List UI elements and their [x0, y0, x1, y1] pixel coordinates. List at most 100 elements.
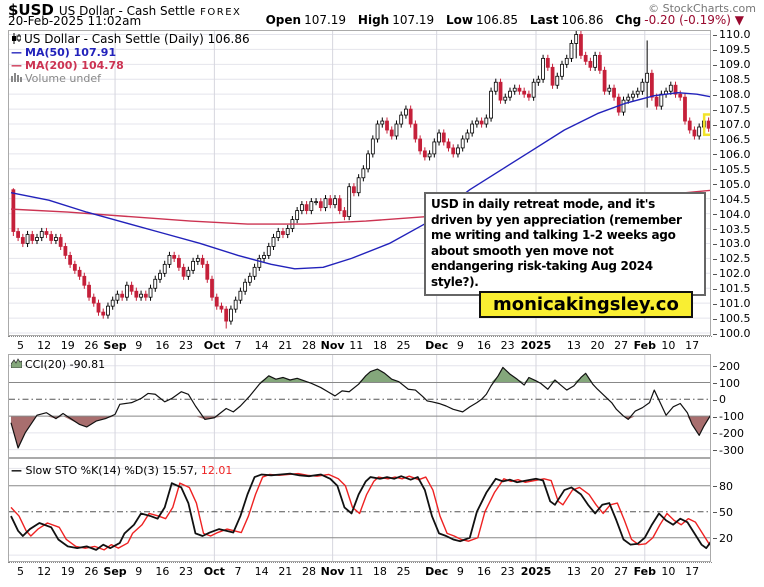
sto-legend-label: Slow STO %K(14) %D(3) 15.57,: [25, 464, 198, 477]
y-tick-label: 101.0: [713, 297, 751, 310]
y-tick-label: 105.5: [713, 163, 751, 176]
x-axis-label: 26: [84, 565, 99, 578]
x-axis-label: Dec: [425, 565, 449, 578]
y-tick-label: 200: [713, 360, 740, 373]
chg-label: Chg: [615, 13, 642, 27]
x-axis-label: 17: [685, 339, 700, 352]
chart-title: $USD US Dollar - Cash Settle FOREX: [8, 1, 241, 19]
x-axis-label: 16: [476, 565, 491, 578]
x-axis-label: 25: [396, 339, 411, 352]
x-axis-label: 16: [155, 565, 170, 578]
x-axis-label: 16: [476, 339, 491, 352]
y-tick-label: 80: [713, 480, 733, 493]
x-axis-label: 11: [349, 565, 364, 578]
x-axis-label: Sep: [103, 339, 127, 352]
x-axis-label: 18: [372, 565, 387, 578]
cci-legend-label: CCI(20) -90.81: [25, 358, 106, 371]
x-axis-label: 5: [16, 339, 24, 352]
ma200-swatch: —: [11, 59, 22, 72]
candlestick-icon: [11, 32, 22, 47]
watermark-link[interactable]: monicakingsley.co: [479, 291, 693, 318]
y-tick-label: 109.5: [713, 43, 751, 56]
y-tick-label: 101.5: [713, 282, 751, 295]
y-tick-label: -100: [713, 410, 744, 423]
x-axis-label: 25: [396, 565, 411, 578]
y-tick-label: 102.5: [713, 252, 751, 265]
price-legend: US Dollar - Cash Settle (Daily) 106.86 —…: [11, 32, 250, 85]
x-axis-label: 27: [614, 565, 629, 578]
x-axis-label: 28: [301, 339, 316, 352]
x-axis-label: 16: [155, 339, 170, 352]
y-tick-label: 100.0: [713, 327, 751, 340]
low-value: 106.85: [476, 13, 519, 27]
y-tick-label: 104.5: [713, 193, 751, 206]
x-axis-label: 26: [84, 339, 99, 352]
x-axis-label: 18: [372, 339, 387, 352]
ma50-legend-label: MA(50) 107.91: [25, 46, 117, 59]
y-tick-label: 102.0: [713, 267, 751, 280]
x-axis-label: 21: [278, 565, 293, 578]
y-tick-label: 103.5: [713, 223, 751, 236]
cci-chart: [8, 354, 711, 458]
open-label: Open: [265, 13, 302, 27]
price-legend-label: US Dollar - Cash Settle (Daily) 106.86: [24, 32, 250, 46]
stockcharts-credit: © StockCharts.com: [648, 2, 756, 15]
cci-legend: CCI(20) -90.81: [10, 358, 106, 371]
y-tick-label: 106.5: [713, 133, 751, 146]
annotation-box: USD in daily retreat mode, and it's driv…: [424, 192, 706, 296]
x-axis-label: 23: [179, 565, 193, 578]
x-axis-label: Feb: [633, 339, 656, 352]
volume-legend-label: Volume undef: [25, 72, 101, 85]
x-axis-label: 9: [456, 565, 464, 578]
y-tick-label: 107.5: [713, 103, 751, 116]
chg-value: -0.20 (-0.19%): [644, 13, 731, 27]
volume-icon: [11, 72, 22, 85]
x-axis-label: 10: [661, 565, 676, 578]
y-tick-label: 108.0: [713, 88, 751, 101]
x-axis-label: 28: [301, 565, 316, 578]
x-axis-label: Nov: [320, 339, 345, 352]
high-value: 107.19: [392, 13, 435, 27]
x-axis-label: 9: [135, 339, 143, 352]
x-axis-label: 11: [349, 339, 364, 352]
x-axis-label: 19: [60, 565, 75, 578]
y-tick-label: 109.0: [713, 58, 751, 71]
y-tick-label: 108.5: [713, 73, 751, 86]
x-axis-label: 10: [661, 339, 676, 352]
x-axis-label: 23: [500, 565, 515, 578]
y-tick-label: 106.0: [713, 148, 751, 161]
y-tick-label: 50: [713, 506, 733, 519]
quote-summary: Open 107.19 High 107.19 Low 106.85 Last 106.…: [258, 13, 744, 27]
down-triangle-icon: ▼: [734, 13, 744, 27]
x-axis-label: 23: [179, 339, 193, 352]
y-tick-label: 100: [713, 377, 740, 390]
open-value: 107.19: [304, 13, 347, 27]
y-tick-label: -200: [713, 427, 744, 440]
last-label: Last: [529, 13, 559, 27]
x-axis-label: 14: [254, 565, 269, 578]
sto-legend: — Slow STO %K(14) %D(3) 15.57, 12.01: [11, 464, 232, 477]
ma50-swatch: —: [11, 46, 22, 59]
area-chart-icon: [10, 358, 23, 371]
x-axis-label: 23: [500, 339, 515, 352]
last-value: 106.86: [561, 13, 604, 27]
x-axis-label: 7: [234, 565, 242, 578]
y-tick-label: -300: [713, 444, 744, 457]
date-axis-top: 5 12 19 26 Sep 9 16 23 Oct 7 14 21 28 Nov 11 18 25 Dec 9 16…: [0, 336, 764, 353]
y-tick-label: 0: [713, 393, 726, 406]
x-axis-label: 20: [590, 565, 605, 578]
x-axis-label: 13: [566, 565, 581, 578]
stochastic-chart: [8, 458, 711, 562]
x-axis-label: 20: [590, 339, 605, 352]
x-axis-label: 5: [16, 565, 24, 578]
x-axis-label: Nov: [320, 565, 345, 578]
x-axis-label: 2025: [520, 565, 552, 578]
high-label: High: [357, 13, 390, 27]
x-axis-label: 21: [278, 339, 293, 352]
x-axis-label: Dec: [425, 339, 449, 352]
y-tick-label: 20: [713, 532, 733, 545]
sto-d-value: 12.01: [200, 464, 233, 477]
x-axis-label: Feb: [633, 565, 656, 578]
price-chart: [8, 30, 711, 336]
